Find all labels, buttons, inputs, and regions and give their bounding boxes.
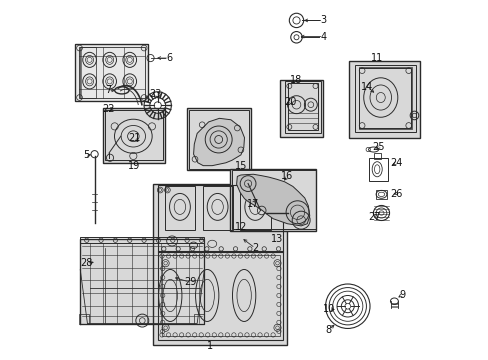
Bar — [287, 83, 318, 130]
Polygon shape — [286, 84, 319, 131]
Bar — [230, 168, 316, 231]
Bar — [194, 315, 204, 324]
Bar — [187, 108, 250, 170]
Bar — [240, 186, 270, 230]
Bar — [373, 153, 381, 159]
Text: 2: 2 — [252, 243, 258, 253]
Text: 27: 27 — [367, 212, 380, 221]
Polygon shape — [236, 174, 309, 226]
Bar — [164, 186, 195, 230]
Text: 6: 6 — [166, 53, 172, 63]
Bar — [231, 170, 315, 229]
Text: 14: 14 — [361, 82, 373, 92]
Text: 16: 16 — [281, 171, 293, 181]
Bar — [80, 237, 204, 243]
Bar — [105, 110, 163, 160]
Bar — [348, 61, 419, 138]
Text: 5: 5 — [83, 150, 90, 160]
Polygon shape — [233, 172, 313, 227]
Polygon shape — [190, 113, 246, 166]
Text: 13: 13 — [270, 234, 283, 244]
Text: 1: 1 — [207, 341, 213, 351]
Text: 8: 8 — [325, 325, 331, 335]
Polygon shape — [75, 44, 148, 101]
Bar — [284, 81, 320, 133]
Bar — [79, 315, 88, 324]
Bar — [158, 185, 283, 252]
Bar — [354, 65, 415, 132]
Bar — [280, 80, 322, 137]
Polygon shape — [351, 63, 416, 135]
Bar — [75, 44, 148, 101]
Text: 18: 18 — [289, 75, 301, 85]
Bar — [358, 67, 411, 129]
Bar — [80, 46, 96, 98]
Text: 20: 20 — [284, 97, 296, 107]
Bar — [376, 190, 386, 199]
Text: 12: 12 — [234, 222, 246, 231]
Bar — [188, 110, 248, 168]
Bar — [79, 46, 144, 98]
Bar — [162, 255, 279, 336]
Text: 22: 22 — [102, 104, 114, 114]
Text: 23: 23 — [149, 89, 162, 99]
Polygon shape — [193, 118, 244, 166]
Bar — [102, 108, 164, 163]
Text: 7: 7 — [105, 85, 111, 95]
Polygon shape — [359, 68, 410, 128]
Polygon shape — [80, 239, 204, 324]
Text: 9: 9 — [398, 290, 405, 300]
Text: 17: 17 — [246, 199, 259, 210]
Text: 28: 28 — [81, 258, 93, 268]
Text: 19: 19 — [128, 161, 140, 171]
Text: 24: 24 — [390, 158, 402, 168]
Text: 15: 15 — [234, 161, 246, 171]
Text: 29: 29 — [183, 277, 196, 287]
Polygon shape — [107, 113, 160, 158]
Polygon shape — [156, 185, 284, 339]
Text: 25: 25 — [372, 142, 385, 152]
Text: 10: 10 — [322, 304, 334, 314]
Text: 26: 26 — [390, 189, 402, 199]
Text: 3: 3 — [320, 15, 326, 26]
Bar — [202, 186, 233, 230]
Text: 21: 21 — [127, 133, 140, 143]
Bar — [368, 158, 387, 181]
Text: 4: 4 — [320, 32, 326, 41]
Text: 11: 11 — [370, 53, 383, 63]
Bar — [359, 68, 410, 128]
Bar — [158, 251, 283, 339]
Bar — [153, 184, 286, 345]
